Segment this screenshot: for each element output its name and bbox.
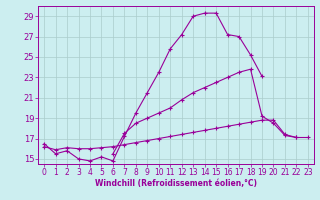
X-axis label: Windchill (Refroidissement éolien,°C): Windchill (Refroidissement éolien,°C) (95, 179, 257, 188)
